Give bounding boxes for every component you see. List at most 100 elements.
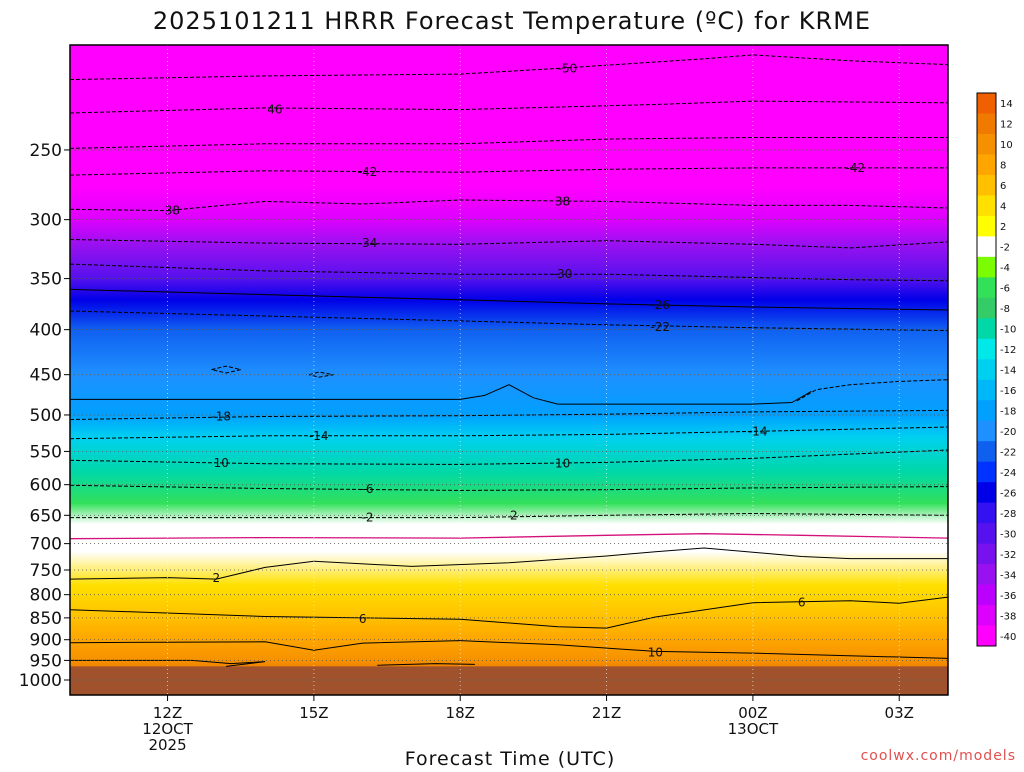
contour-label: 6 [359, 612, 367, 626]
contour-line [70, 449, 948, 465]
contour-line [70, 100, 948, 114]
contour-line [70, 484, 948, 491]
contour-label: 6 [798, 595, 806, 609]
contour-label: -26 [650, 298, 670, 312]
contour-line [70, 288, 948, 311]
colorbar-label: 10 [1000, 140, 1013, 151]
colorbar-swatch [977, 318, 996, 340]
colorbar-swatch [977, 605, 996, 627]
y-tick-label: 800 [30, 586, 62, 606]
grid-lines [70, 45, 948, 695]
colorbar-swatch [977, 379, 996, 401]
contour-line [70, 640, 948, 659]
contour-label: 10 [555, 457, 570, 471]
contour-line [70, 239, 948, 249]
contour-line [70, 409, 948, 420]
contour-label: 10 [648, 645, 663, 659]
x-tick-label: 18Z [446, 704, 475, 722]
y-tick-label: 700 [30, 535, 62, 555]
contour-label: 2 [213, 571, 221, 585]
colorbar-swatch [977, 256, 996, 278]
contour-line [70, 137, 948, 149]
y-tick-label: 250 [30, 141, 62, 161]
contour-label: 38 [165, 204, 180, 218]
contour-line [308, 371, 334, 378]
contour-line [377, 663, 475, 666]
colorbar-swatch [977, 93, 996, 114]
contour-label: -6 [362, 482, 374, 496]
colorbar-swatch [977, 564, 996, 586]
y-tick-label: 1000 [19, 671, 62, 691]
contour-label: -2 [362, 511, 374, 525]
contour-label: -22 [650, 320, 670, 334]
contour-line [211, 365, 241, 374]
y-tick-label: 850 [30, 609, 62, 629]
colorbar-swatch [977, 400, 996, 422]
x-tick-label: 03Z [885, 704, 914, 722]
contour-line [70, 512, 948, 519]
colorbar-label: 4 [1000, 202, 1006, 213]
colorbar-label: -24 [1000, 468, 1016, 479]
colorbar: 14 12 10 8 6 4 2 -2 -4 -6 -8 -10 -12 -14 -16 -18 -20 -22 -… [976, 92, 1016, 647]
x-tick-label: 2025 [148, 736, 186, 754]
colorbar-swatch [977, 154, 996, 176]
contour-line [70, 263, 948, 282]
colorbar-label: -22 [1000, 447, 1016, 458]
contour-label: 10 [214, 456, 229, 470]
colorbar-label: -38 [1000, 611, 1016, 622]
colorbar-swatch [977, 523, 996, 545]
contour-line [796, 379, 948, 402]
contour-line [70, 547, 948, 580]
credit-text: coolwx.com/models [861, 748, 1016, 764]
colorbar-label: 8 [1000, 161, 1006, 172]
colorbar-label: -16 [1000, 386, 1016, 397]
colorbar-swatch [977, 543, 996, 565]
colorbar-label: -2 [1000, 243, 1010, 254]
y-tick-label: 600 [30, 476, 62, 496]
x-tick-label: 13OCT [728, 720, 779, 738]
colorbar-swatch [977, 113, 996, 135]
contour-label: -42 [358, 165, 378, 179]
contour-label: 46 [267, 103, 282, 117]
colorbar-swatch [977, 297, 996, 319]
colorbar-label: -6 [1000, 284, 1010, 295]
colorbar-swatch [977, 461, 996, 483]
colorbar-swatch [977, 502, 996, 524]
colorbar-label: -32 [1000, 550, 1016, 561]
colorbar-swatch [977, 625, 996, 647]
x-tick-label: 00Z [738, 704, 767, 722]
colorbar-swatch [977, 236, 996, 258]
contour-label: -42 [846, 161, 866, 175]
contour-label: -14 [309, 429, 329, 443]
colorbar-label: -14 [1000, 366, 1016, 377]
contour-line [70, 54, 948, 81]
colorbar-swatch [977, 359, 996, 381]
contour-label: -18 [211, 409, 231, 423]
colorbar-border [976, 92, 997, 647]
colorbar-swatch [977, 584, 996, 606]
contour-line [70, 199, 948, 212]
colorbar-label: -30 [1000, 529, 1016, 540]
colorbar-label: -10 [1000, 325, 1016, 336]
x-tick-label: 12OCT [142, 720, 193, 738]
ground-layer [70, 666, 948, 695]
y-tick-label: 350 [30, 270, 62, 290]
colorbar-swatch [977, 277, 996, 299]
colorbar-label: -36 [1000, 591, 1016, 602]
plot-frame [69, 44, 949, 696]
colorbar-label: -8 [1000, 304, 1010, 315]
colorbar-swatch [977, 215, 996, 237]
contour-line [70, 167, 948, 176]
colorbar-label: 2 [1000, 222, 1006, 233]
colorbar-label: -12 [1000, 345, 1016, 356]
colorbar-swatch [977, 482, 996, 504]
colorbar-swatch [977, 133, 996, 155]
y-tick-label: 750 [30, 561, 62, 581]
colorbar-swatch [977, 338, 996, 360]
colorbar-label: -4 [1000, 263, 1010, 274]
plot-border [69, 44, 949, 696]
contour-label: -50 [558, 61, 578, 75]
contour-line [70, 533, 948, 540]
